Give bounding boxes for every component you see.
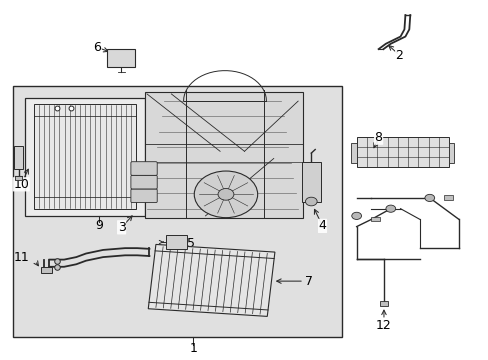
Text: 8: 8 <box>374 131 382 144</box>
Text: 4: 4 <box>318 219 326 233</box>
Text: 9: 9 <box>95 219 103 233</box>
Bar <box>379 301 387 306</box>
Circle shape <box>424 194 434 202</box>
FancyBboxPatch shape <box>144 92 303 218</box>
Circle shape <box>385 205 395 212</box>
Bar <box>370 217 379 221</box>
Circle shape <box>351 212 361 220</box>
Text: 12: 12 <box>375 319 391 332</box>
Bar <box>148 244 274 316</box>
Text: 11: 11 <box>13 251 29 264</box>
FancyBboxPatch shape <box>131 189 157 203</box>
Bar <box>107 49 135 67</box>
Bar <box>350 143 356 163</box>
Circle shape <box>194 171 257 218</box>
Text: 7: 7 <box>305 275 313 288</box>
Bar <box>25 98 144 216</box>
Bar <box>444 195 452 200</box>
Text: 2: 2 <box>395 49 403 62</box>
Bar <box>166 235 186 249</box>
Text: 10: 10 <box>13 178 29 191</box>
FancyBboxPatch shape <box>131 162 157 175</box>
Bar <box>14 146 23 169</box>
Text: 5: 5 <box>186 237 195 250</box>
Text: 3: 3 <box>118 221 125 234</box>
Circle shape <box>218 189 233 200</box>
Bar <box>15 176 22 180</box>
Bar <box>34 104 136 210</box>
Bar <box>302 162 320 202</box>
Bar <box>13 86 341 337</box>
Bar <box>356 137 448 167</box>
Text: 1: 1 <box>189 342 197 355</box>
Text: 6: 6 <box>93 41 101 54</box>
Bar <box>448 143 453 163</box>
Circle shape <box>305 197 317 206</box>
FancyBboxPatch shape <box>131 175 157 189</box>
Bar <box>41 267 52 273</box>
